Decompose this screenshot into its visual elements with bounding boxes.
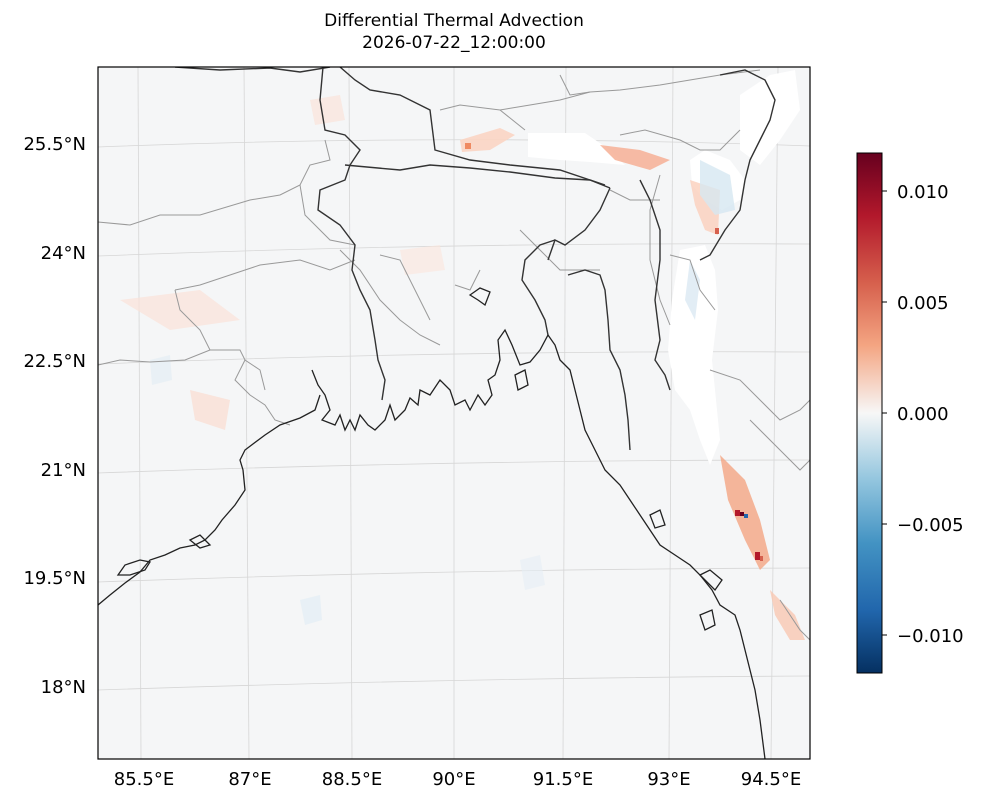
colorbar-tick-label: 0.000 — [897, 404, 949, 425]
longitude-axis-labels: 85.5°E 87°E 88.5°E 90°E 91.5°E 93°E 94.5… — [114, 769, 801, 790]
gridline-lon-94.5 — [770, 67, 779, 759]
myanmar-west-border — [639, 179, 671, 391]
lon-label: 90°E — [432, 769, 475, 790]
map-frame — [97, 66, 811, 760]
bangladesh-north-border — [344, 164, 606, 186]
colorbar-gradient — [856, 152, 883, 674]
colorbar-tick-label: −0.010 — [897, 626, 964, 647]
india-bangladesh-west-border — [317, 67, 386, 401]
lon-label: 87°E — [228, 769, 271, 790]
lon-label: 88.5°E — [322, 769, 382, 790]
colorbar-tick-label: 0.005 — [897, 293, 949, 314]
map-title-block: Differential Thermal Advection 2026-07-2… — [98, 10, 810, 54]
lat-label: 25.5°N — [23, 134, 86, 155]
coastline — [98, 287, 766, 759]
lon-label: 94.5°E — [741, 769, 801, 790]
lat-label: 19.5°N — [23, 568, 86, 589]
lat-label: 24°N — [41, 243, 86, 264]
colorbar-tick-label: 0.010 — [897, 182, 949, 203]
colorbar-ticks — [882, 190, 887, 636]
lat-label: 18°N — [41, 677, 86, 698]
map-content — [98, 67, 810, 759]
lon-label: 91.5°E — [533, 769, 593, 790]
map-title: Differential Thermal Advection — [324, 11, 584, 31]
negative-advection-patches — [150, 160, 735, 625]
gridline-lon-87 — [243, 67, 250, 759]
state-borders — [98, 69, 810, 641]
gridline-lon-85.5 — [137, 67, 142, 759]
tripura-border — [567, 269, 631, 451]
latitude-axis-labels: 25.5°N 24°N 22.5°N 21°N 19.5°N 18°N — [23, 134, 86, 698]
colorbar: 0.010 0.005 0.000 −0.005 −0.010 — [856, 152, 964, 674]
china-india-border — [699, 69, 776, 261]
nepal-border — [174, 67, 331, 73]
lat-label: 21°N — [41, 460, 86, 481]
lon-label: 85.5°E — [114, 769, 174, 790]
peak-advection-pixels — [465, 143, 763, 561]
country-borders — [174, 67, 776, 451]
gridline-lon-88.5 — [348, 67, 353, 759]
colorbar-tick-label: −0.005 — [897, 515, 964, 536]
myanmar-border — [547, 187, 611, 261]
gridline-lon-93 — [668, 67, 674, 759]
bangladesh-east-border — [521, 239, 556, 336]
map-subtitle: 2026-07-22_12:00:00 — [362, 33, 546, 53]
bhutan-border — [339, 67, 611, 189]
lat-label: 22.5°N — [23, 351, 86, 372]
lon-label: 93°E — [647, 769, 690, 790]
gridline-lon-91.5 — [562, 67, 567, 759]
